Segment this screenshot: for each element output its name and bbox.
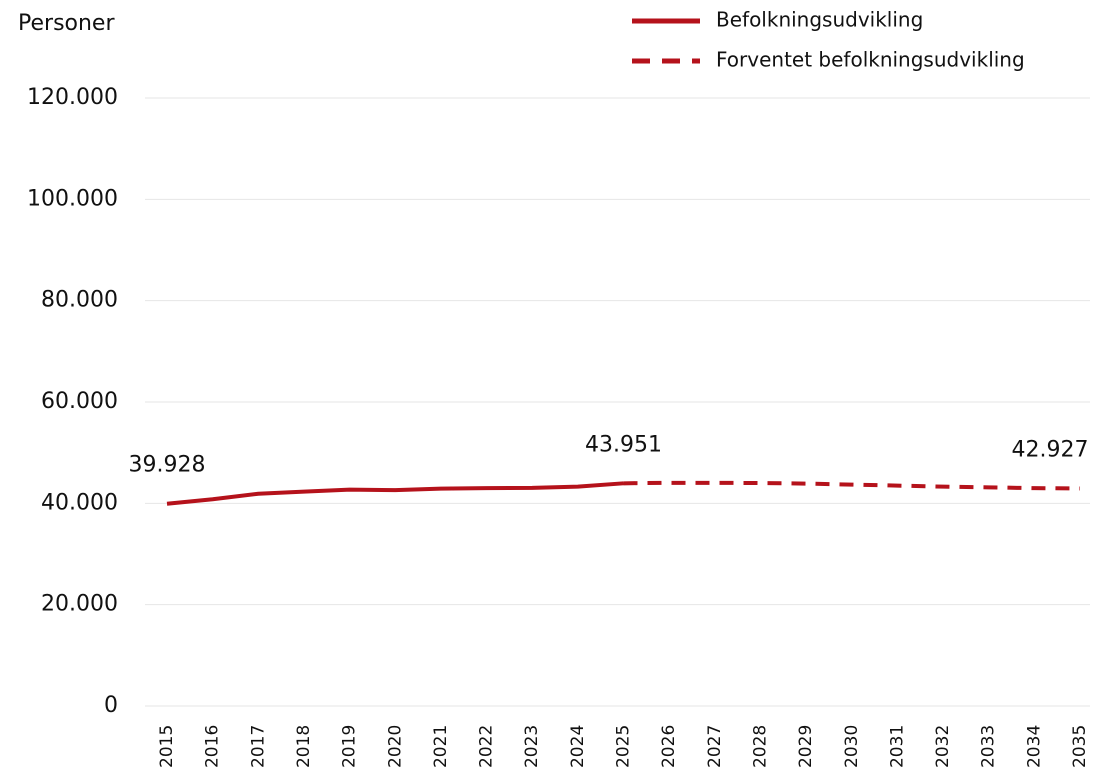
legend-label: Befolkningsudvikling xyxy=(716,8,923,32)
x-tick-label: 2023 xyxy=(522,725,542,768)
x-tick-label: 2034 xyxy=(1024,725,1044,768)
x-tick-label: 2032 xyxy=(933,725,953,768)
x-tick-label: 2033 xyxy=(979,725,999,768)
x-tick-label: 2016 xyxy=(203,725,223,768)
x-tick-label: 2035 xyxy=(1070,725,1090,768)
y-tick-label: 20.000 xyxy=(41,592,118,617)
x-tick-label: 2029 xyxy=(796,725,816,768)
x-tick-label: 2028 xyxy=(750,725,770,768)
x-tick-label: 2025 xyxy=(614,725,634,768)
x-tick-label: 2018 xyxy=(294,725,314,768)
data-label: 39.928 xyxy=(129,453,206,478)
x-tick-label: 2026 xyxy=(659,725,679,768)
x-tick-label: 2015 xyxy=(157,725,177,768)
x-tick-label: 2031 xyxy=(887,725,907,768)
x-tick-label: 2022 xyxy=(477,725,497,768)
x-tick-label: 2021 xyxy=(431,725,451,768)
data-label: 43.951 xyxy=(585,432,662,457)
line-series xyxy=(166,481,624,506)
x-tick-label: 2020 xyxy=(385,725,405,768)
y-axis-label: Personer xyxy=(18,11,115,36)
x-tick-label: 2027 xyxy=(705,725,725,768)
x-tick-label: 2019 xyxy=(340,725,360,768)
x-tick-label: 2030 xyxy=(842,725,862,768)
y-tick-label: 60.000 xyxy=(41,389,118,414)
y-tick-label: 80.000 xyxy=(41,288,118,313)
x-tick-label: 2017 xyxy=(248,725,268,768)
y-tick-label: 100.000 xyxy=(27,186,118,211)
x-tick-label: 2024 xyxy=(568,725,588,768)
legend-label: Forventet befolkningsudvikling xyxy=(716,48,1025,72)
data-label: 42.927 xyxy=(1012,438,1089,463)
y-tick-label: 120.000 xyxy=(27,85,118,110)
line-series xyxy=(623,480,1081,491)
y-tick-label: 0 xyxy=(104,693,118,718)
y-tick-label: 40.000 xyxy=(41,490,118,515)
